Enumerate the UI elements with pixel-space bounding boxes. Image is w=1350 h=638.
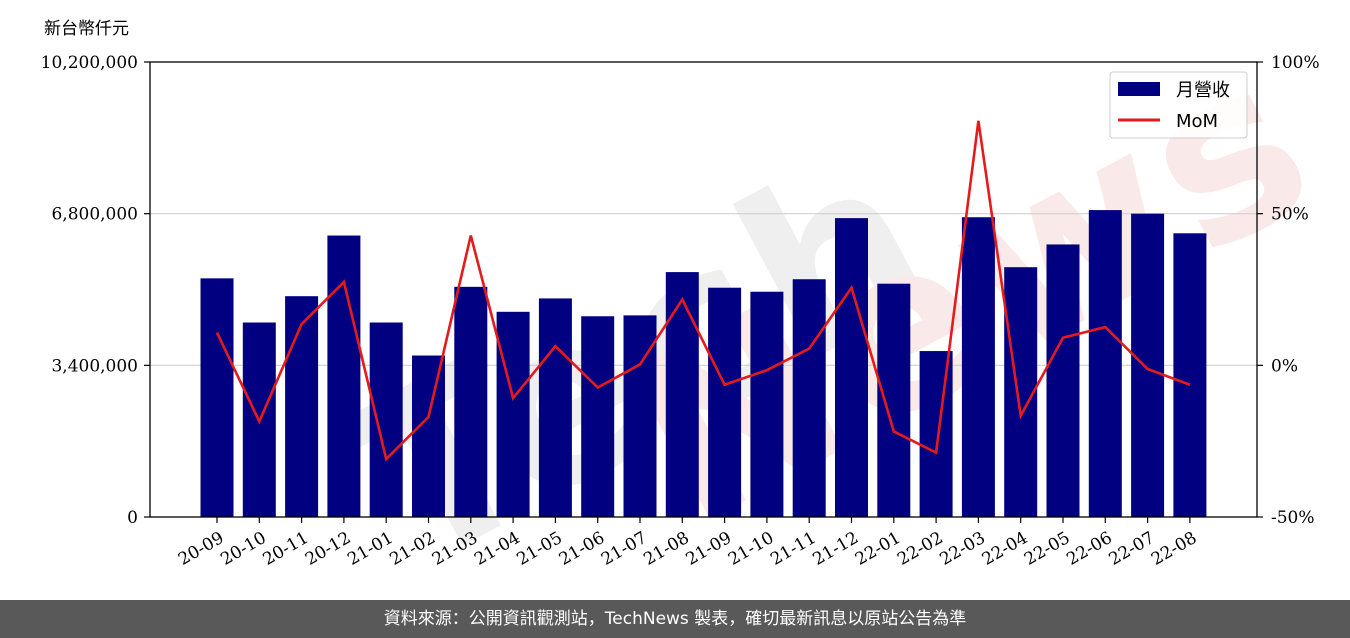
x-tick-label: 20-11: [260, 528, 312, 570]
x-tick-label: 22-03: [936, 528, 988, 570]
y-left-tick-label: 3,400,000: [51, 356, 138, 376]
legend-label-bar: 月營收: [1176, 80, 1230, 101]
y-right-tick-label: 0%: [1271, 356, 1298, 376]
y-axis-unit-label: 新台幣仟元: [44, 19, 129, 39]
bar-20-11: [285, 296, 319, 517]
bar-22-01: [877, 283, 911, 517]
bar-21-12: [835, 218, 868, 518]
y-right-tick-label: 50%: [1271, 205, 1309, 225]
x-tick-label: 22-07: [1106, 528, 1158, 570]
bar-21-06: [581, 316, 615, 517]
bar-22-06: [1088, 210, 1122, 518]
mom-line-series: [215, 120, 1191, 462]
bar-21-10: [750, 291, 784, 517]
legend-label-line: MoM: [1176, 111, 1218, 132]
bar-20-09: [200, 278, 234, 517]
left-y-axis: 0 3,400,000 6,800,000 10,200,000: [41, 53, 150, 528]
y-left-tick-label: 0: [127, 508, 138, 528]
x-tick-label: 20-12: [302, 528, 354, 570]
x-tick-label: 21-01: [344, 528, 396, 570]
bar-21-05: [538, 298, 572, 517]
y-right-tick-label: 100%: [1271, 53, 1320, 73]
x-tick-label: 21-12: [810, 528, 862, 570]
bar-22-04: [1004, 267, 1038, 517]
bar-22-05: [1046, 244, 1080, 517]
x-tick-label: 22-08: [1148, 528, 1200, 570]
y-left-tick-label: 6,800,000: [51, 205, 138, 225]
bar-21-04: [496, 311, 530, 517]
bar-22-08: [1173, 233, 1207, 517]
x-tick-label: 20-09: [175, 528, 227, 570]
x-tick-label: 22-06: [1063, 528, 1115, 570]
bar-22-07: [1131, 213, 1165, 517]
bar-20-12: [327, 235, 361, 517]
x-tick-label: 21-08: [640, 528, 692, 570]
y-right-tick-label: -50%: [1271, 508, 1315, 528]
bar-22-03: [961, 217, 995, 517]
bar-21-03: [454, 286, 488, 517]
x-tick-label: 22-01: [852, 528, 904, 570]
legend-swatch-bar: [1118, 82, 1160, 96]
x-tick-label: 21-07: [598, 528, 650, 570]
x-tick-label: 22-02: [894, 528, 946, 570]
mom-line: [215, 120, 1191, 462]
x-tick-label: 22-04: [979, 528, 1031, 570]
x-tick-label: 20-10: [217, 528, 269, 570]
plot-frame: [149, 61, 1258, 518]
bar-22-02: [919, 351, 953, 517]
right-y-axis: -50% 0% 50% 100%: [1257, 53, 1320, 528]
revenue-chart: Tech News 新台幣仟元 03,400,0006,800,00010,20…: [41, 3, 1350, 600]
legend: 月營收 MoM: [1109, 71, 1248, 139]
bar-21-02: [412, 355, 445, 517]
bar-21-11: [792, 279, 826, 517]
source-footer: 資料來源：公開資訊觀測站，TechNews 製表，確切最新訊息以原站公告為準: [0, 600, 1350, 638]
bar-21-09: [708, 287, 742, 517]
x-tick-label: 22-05: [1021, 528, 1073, 570]
bar-21-08: [665, 272, 699, 517]
x-axis: 20-0920-1020-1120-1221-0121-0221-0321-04…: [175, 517, 1200, 570]
bar-21-01: [369, 322, 403, 517]
y-left-tick-label: 10,200,000: [41, 53, 138, 73]
